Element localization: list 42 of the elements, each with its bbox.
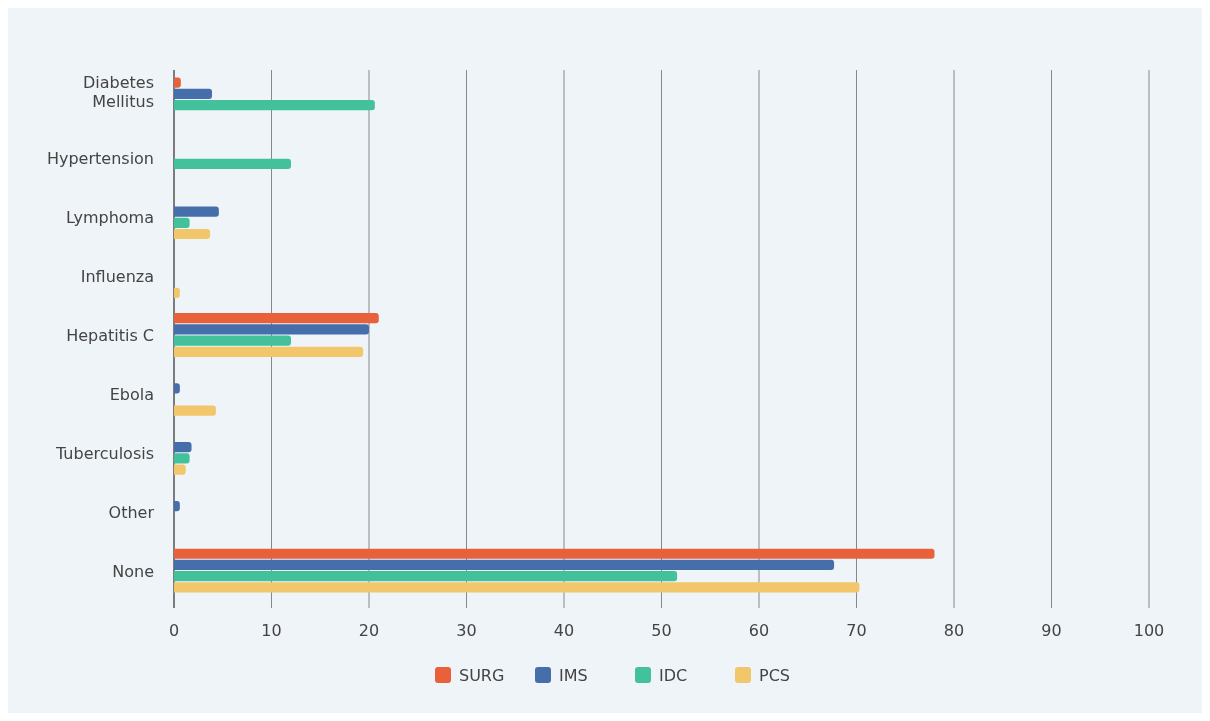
bar bbox=[174, 324, 369, 335]
y-tick-label: Other bbox=[108, 502, 155, 522]
x-tick-label: 20 bbox=[358, 621, 380, 640]
bar bbox=[174, 405, 216, 416]
x-tick-label: 0 bbox=[168, 621, 180, 640]
bar bbox=[174, 548, 935, 559]
y-tick-label: Diabetes Mellitus bbox=[82, 72, 154, 111]
bar bbox=[174, 346, 364, 357]
bar bbox=[174, 88, 213, 99]
x-tick-label: 60 bbox=[748, 621, 770, 640]
bar bbox=[174, 559, 835, 571]
x-tick-label: 30 bbox=[456, 621, 477, 640]
bar bbox=[174, 335, 291, 346]
bar bbox=[174, 158, 291, 170]
x-tick-label: 40 bbox=[553, 621, 575, 640]
y-tick-label: Hypertension bbox=[46, 149, 154, 169]
x-tick-label: 10 bbox=[261, 621, 282, 640]
x-tick-label: 70 bbox=[846, 621, 867, 640]
bar bbox=[174, 571, 678, 582]
bar bbox=[174, 206, 219, 217]
x-tick-label: 90 bbox=[1041, 621, 1062, 640]
bar bbox=[174, 582, 860, 593]
x-tick-label: 100 bbox=[1133, 621, 1165, 640]
bar bbox=[174, 217, 190, 228]
y-tick-label: Influenza bbox=[80, 267, 154, 287]
legend-label: PCS bbox=[759, 666, 790, 685]
bar bbox=[174, 99, 375, 111]
x-tick-label: 80 bbox=[943, 621, 965, 640]
bar bbox=[174, 313, 379, 324]
y-tick-label: Tuberculosis bbox=[55, 443, 154, 463]
bar bbox=[174, 453, 190, 464]
legend-label: IMS bbox=[559, 666, 588, 685]
y-tick-label: None bbox=[112, 561, 154, 581]
bar bbox=[174, 228, 211, 240]
legend-label: SURG bbox=[459, 666, 505, 685]
y-tick-label: Hepatitis C bbox=[66, 326, 154, 345]
legend-label: IDC bbox=[659, 666, 688, 685]
y-tick-label: Ebola bbox=[109, 384, 154, 404]
x-tick-label: 50 bbox=[651, 621, 672, 640]
bar bbox=[174, 442, 192, 453]
bar bbox=[174, 464, 186, 475]
y-tick-label: Lymphoma bbox=[66, 208, 154, 228]
